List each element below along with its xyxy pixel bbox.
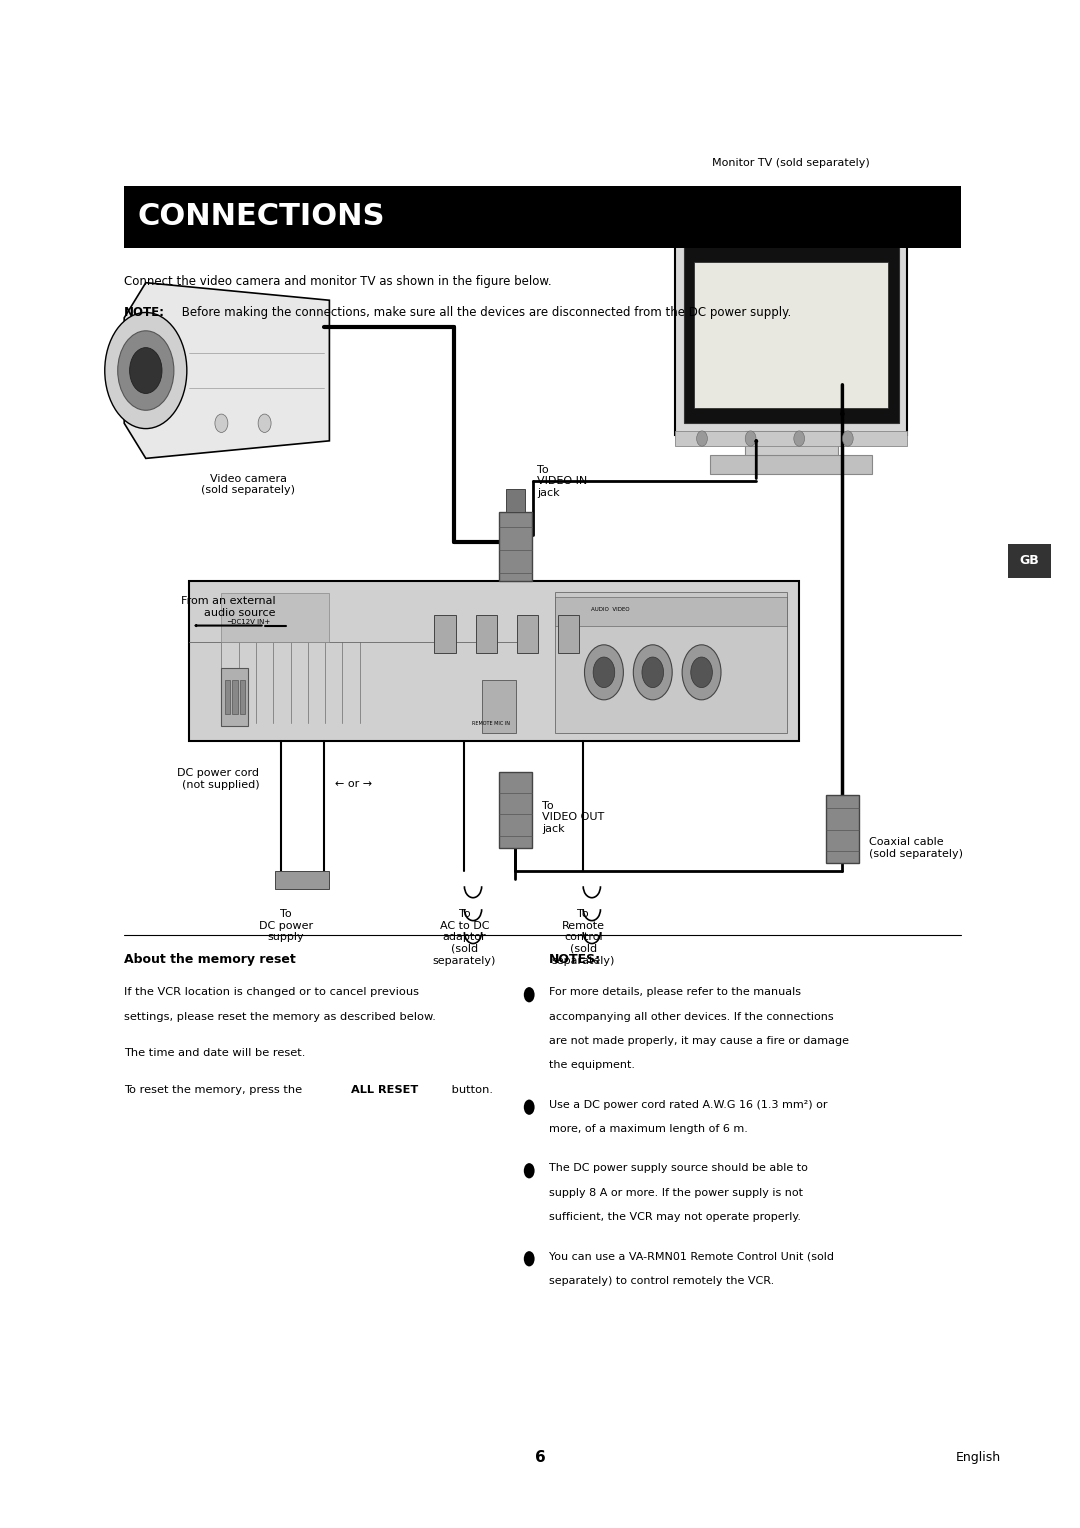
Text: Monitor TV (sold separately): Monitor TV (sold separately) xyxy=(712,157,870,168)
Circle shape xyxy=(584,645,623,700)
Bar xyxy=(232,680,238,714)
Text: GB: GB xyxy=(1020,555,1039,567)
Bar xyxy=(505,489,525,512)
Text: 6: 6 xyxy=(535,1450,545,1465)
Bar xyxy=(240,680,245,714)
Circle shape xyxy=(691,657,713,688)
Text: Before making the connections, make sure all the devices are disconnected from t: Before making the connections, make sure… xyxy=(178,306,792,319)
Text: To reset the memory, press the: To reset the memory, press the xyxy=(124,1085,306,1096)
Text: For more details, please refer to the manuals: For more details, please refer to the ma… xyxy=(549,987,800,998)
Bar xyxy=(826,795,859,863)
Text: AUDIO  VIDEO: AUDIO VIDEO xyxy=(591,607,630,613)
Text: About the memory reset: About the memory reset xyxy=(124,953,296,967)
Text: button.: button. xyxy=(448,1085,494,1096)
Text: ─DC12V IN+: ─DC12V IN+ xyxy=(227,619,270,625)
Text: more, of a maximum length of 6 m.: more, of a maximum length of 6 m. xyxy=(549,1125,747,1134)
Bar xyxy=(684,241,899,423)
Circle shape xyxy=(633,645,672,700)
Text: CONNECTIONS: CONNECTIONS xyxy=(137,203,384,231)
Text: Video camera
(sold separately): Video camera (sold separately) xyxy=(201,474,296,495)
Text: separately) to control remotely the VCR.: separately) to control remotely the VCR. xyxy=(549,1276,774,1285)
Text: The DC power supply source should be able to: The DC power supply source should be abl… xyxy=(549,1163,808,1174)
Circle shape xyxy=(745,431,756,446)
Text: sufficient, the VCR may not operate properly.: sufficient, the VCR may not operate prop… xyxy=(549,1212,800,1222)
Circle shape xyxy=(524,1100,535,1115)
Circle shape xyxy=(683,645,721,700)
Text: supply 8 A or more. If the power supply is not: supply 8 A or more. If the power supply … xyxy=(549,1187,802,1198)
Circle shape xyxy=(118,330,174,410)
Circle shape xyxy=(524,987,535,1002)
Text: To
VIDEO IN
jack: To VIDEO IN jack xyxy=(537,465,588,498)
Polygon shape xyxy=(124,283,329,458)
Text: To
Remote
control
(sold
separately): To Remote control (sold separately) xyxy=(552,909,615,966)
Circle shape xyxy=(215,414,228,432)
Bar xyxy=(745,431,838,461)
Text: The time and date will be reset.: The time and date will be reset. xyxy=(124,1048,306,1059)
Circle shape xyxy=(794,431,805,446)
Bar xyxy=(557,614,579,652)
Text: Use a DC power cord rated A.W.G 16 (1.3 mm²) or: Use a DC power cord rated A.W.G 16 (1.3 … xyxy=(549,1100,827,1109)
Bar xyxy=(555,593,787,733)
Circle shape xyxy=(642,657,663,688)
Text: To
AC to DC
adaptor
(sold
separately): To AC to DC adaptor (sold separately) xyxy=(433,909,496,966)
Bar xyxy=(710,455,873,474)
Bar xyxy=(555,596,787,625)
Bar xyxy=(499,772,531,848)
Text: English: English xyxy=(956,1452,1001,1464)
Text: accompanying all other devices. If the connections: accompanying all other devices. If the c… xyxy=(549,1012,834,1022)
Bar xyxy=(225,680,230,714)
Bar xyxy=(124,186,961,248)
Text: the equipment.: the equipment. xyxy=(549,1060,635,1071)
Bar xyxy=(499,512,531,581)
Circle shape xyxy=(697,431,707,446)
Bar xyxy=(221,593,329,642)
Bar xyxy=(694,261,888,408)
Text: You can use a VA-RMN01 Remote Control Unit (sold: You can use a VA-RMN01 Remote Control Un… xyxy=(549,1251,834,1261)
Bar xyxy=(221,668,248,726)
Text: Coaxial cable
(sold separately): Coaxial cable (sold separately) xyxy=(869,837,963,859)
Text: From an external
audio source: From an external audio source xyxy=(180,596,275,617)
Circle shape xyxy=(130,347,162,393)
Text: To
VIDEO OUT
jack: To VIDEO OUT jack xyxy=(542,801,605,834)
Bar xyxy=(1008,544,1051,578)
Circle shape xyxy=(842,431,853,446)
Text: are not made properly, it may cause a fire or damage: are not made properly, it may cause a fi… xyxy=(549,1036,849,1047)
Text: ← or →: ← or → xyxy=(335,779,372,788)
Circle shape xyxy=(524,1163,535,1178)
Bar xyxy=(675,431,907,446)
Bar xyxy=(675,222,907,435)
Text: REMOTE MIC IN: REMOTE MIC IN xyxy=(472,721,510,726)
Text: DC power cord
(not supplied): DC power cord (not supplied) xyxy=(177,769,259,790)
Circle shape xyxy=(524,1251,535,1267)
Bar xyxy=(275,871,329,889)
Circle shape xyxy=(105,312,187,428)
Text: settings, please reset the memory as described below.: settings, please reset the memory as des… xyxy=(124,1012,436,1022)
Text: NOTE:: NOTE: xyxy=(124,306,165,319)
Bar xyxy=(482,680,516,733)
Bar xyxy=(516,614,538,652)
Text: If the VCR location is changed or to cancel previous: If the VCR location is changed or to can… xyxy=(124,987,419,998)
Circle shape xyxy=(593,657,615,688)
Bar xyxy=(475,614,497,652)
Text: Connect the video camera and monitor TV as shown in the figure below.: Connect the video camera and monitor TV … xyxy=(124,275,552,289)
Text: NOTES:: NOTES: xyxy=(549,953,600,967)
Circle shape xyxy=(258,414,271,432)
Text: To
DC power
supply: To DC power supply xyxy=(259,909,313,943)
Bar xyxy=(434,614,456,652)
Text: ALL RESET: ALL RESET xyxy=(351,1085,418,1096)
Bar xyxy=(189,581,799,741)
